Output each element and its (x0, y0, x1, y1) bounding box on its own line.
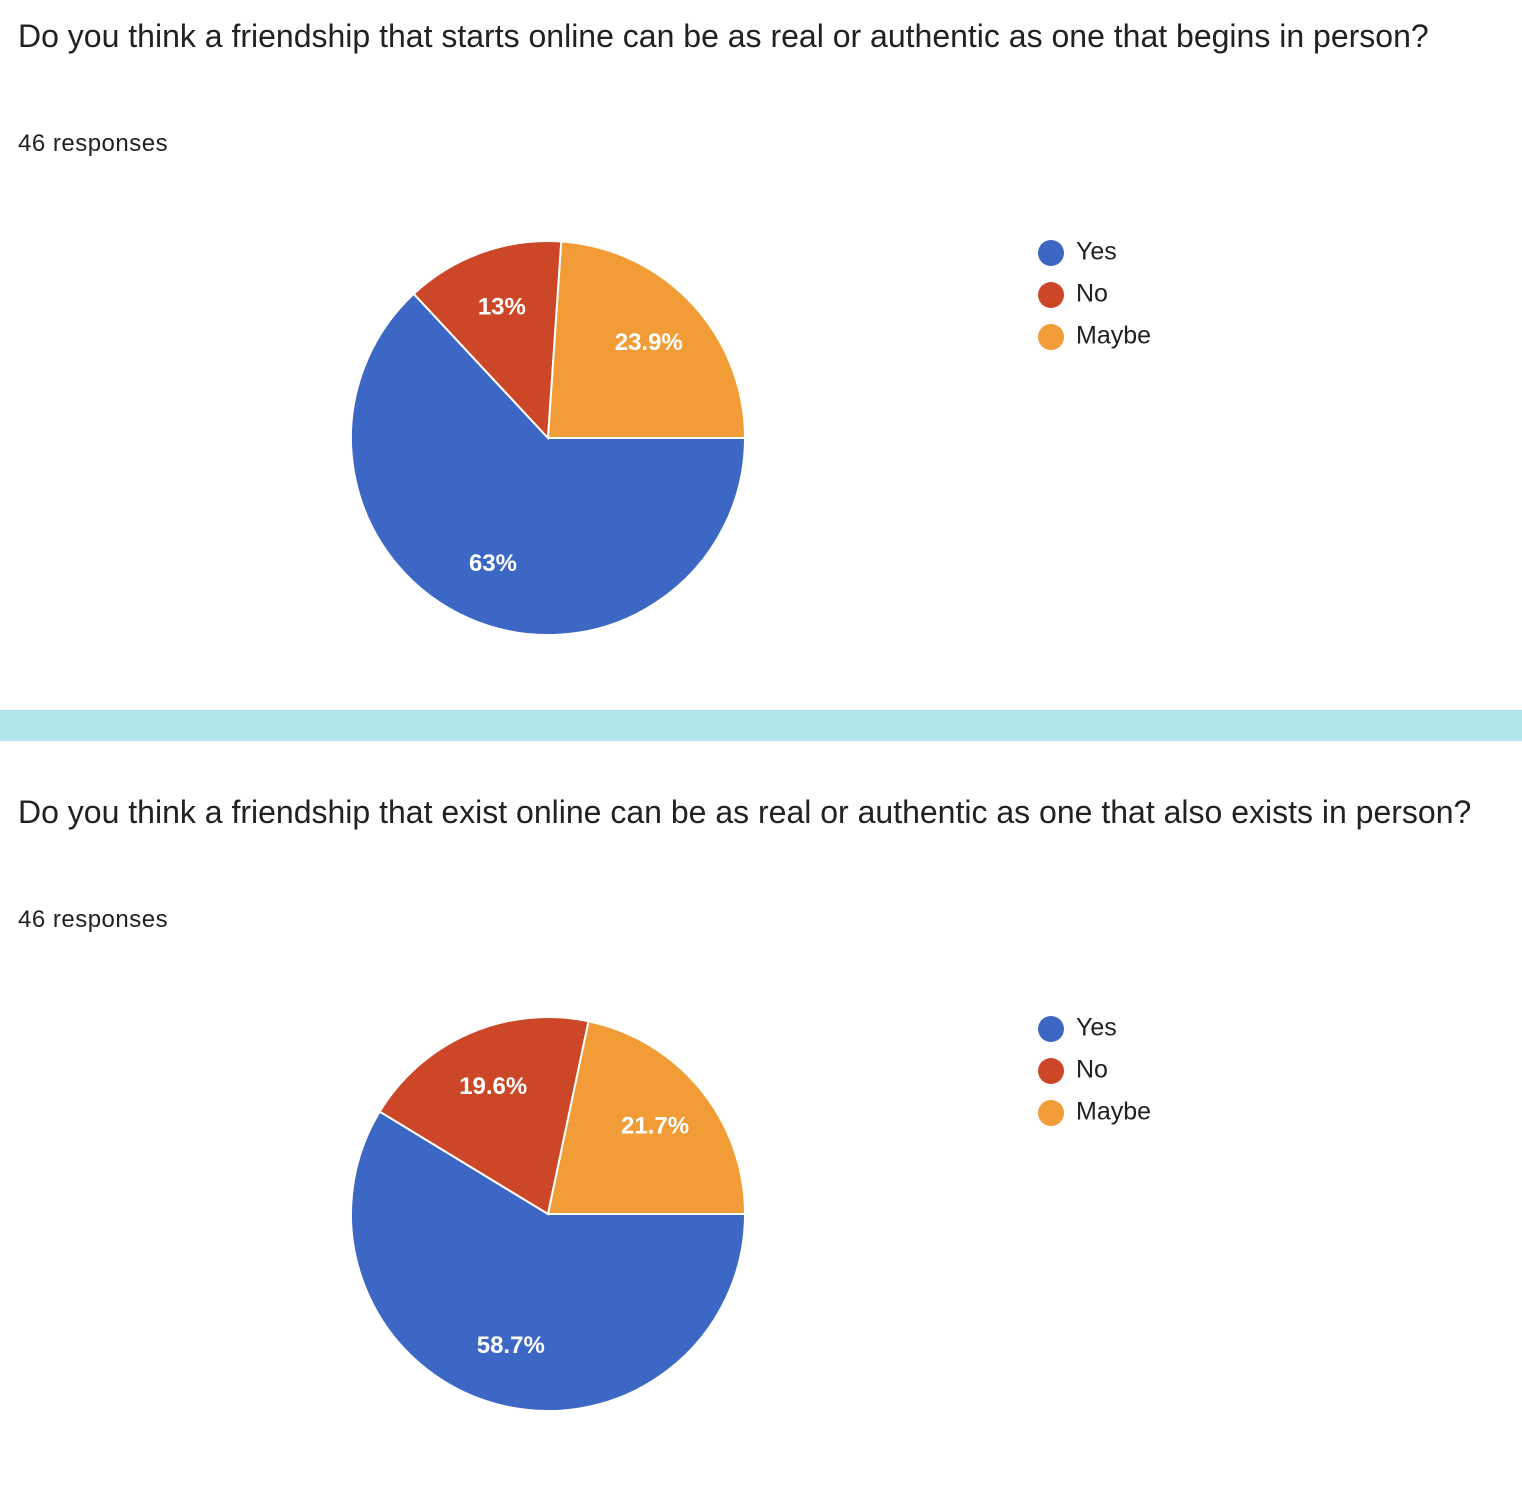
pie-slice (546, 240, 747, 439)
data-label: 63% (469, 550, 517, 577)
pie-slice (546, 1020, 747, 1215)
legend-swatch (1038, 1058, 1064, 1084)
pie-slice (350, 292, 747, 636)
pie-slice (350, 1110, 747, 1412)
pie-slice (412, 240, 563, 441)
chart: 58.7% 19.6% 21.7% Yes No Maybe (350, 1014, 1151, 1412)
data-label: 19.6% (459, 1073, 527, 1100)
response-count: 46 responses (18, 906, 169, 933)
separator (0, 710, 1522, 741)
legend-swatch (1038, 324, 1064, 350)
pie-slice (378, 1016, 590, 1216)
legend-label: Maybe (1076, 1098, 1151, 1126)
legend-label: No (1076, 280, 1108, 308)
legend-swatch (1038, 240, 1064, 266)
chart-title: Do you think a friendship that exist onl… (18, 794, 1472, 830)
chart-section: Do you think a friendship that exist onl… (0, 776, 1522, 1486)
response-count: 46 responses (18, 130, 169, 157)
chart: 63% 13% 23.9% Yes No Maybe (350, 238, 1151, 636)
chart-section: Do you think a friendship that starts on… (0, 0, 1522, 710)
data-label: 58.7% (477, 1332, 545, 1359)
legend-swatch (1038, 1016, 1064, 1042)
legend-swatch (1038, 282, 1064, 308)
legend-label: Yes (1076, 238, 1117, 266)
data-label: 13% (478, 293, 526, 320)
chart-title: Do you think a friendship that starts on… (18, 18, 1429, 54)
data-label: 23.9% (615, 329, 683, 356)
legend-label: No (1076, 1056, 1108, 1084)
data-label: 21.7% (621, 1112, 689, 1139)
legend-label: Yes (1076, 1014, 1117, 1042)
legend-label: Maybe (1076, 322, 1151, 350)
legend-swatch (1038, 1100, 1064, 1126)
